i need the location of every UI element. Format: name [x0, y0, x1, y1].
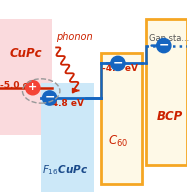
Text: −: −: [159, 39, 169, 52]
Text: −: −: [44, 91, 55, 104]
Text: phonon: phonon: [56, 32, 93, 42]
Text: $F_{16}$CuPc: $F_{16}$CuPc: [42, 163, 88, 177]
Circle shape: [111, 56, 125, 71]
Bar: [0, 19, 52, 135]
Text: Gap sta...: Gap sta...: [149, 34, 189, 43]
Text: -4.3 eV: -4.3 eV: [102, 64, 138, 73]
Text: -4.8 eV: -4.8 eV: [48, 99, 84, 108]
Text: −: −: [113, 56, 123, 69]
Text: +: +: [28, 82, 37, 92]
Text: BCP: BCP: [157, 111, 183, 123]
Text: CuPc: CuPc: [9, 47, 42, 60]
Text: $C_{60}$: $C_{60}$: [108, 134, 128, 149]
Bar: [146, 19, 187, 165]
Circle shape: [26, 81, 40, 95]
Text: -5.0 eV: -5.0 eV: [0, 81, 36, 90]
Bar: [41, 83, 93, 191]
Circle shape: [157, 38, 171, 53]
Circle shape: [43, 91, 57, 105]
Bar: [101, 53, 142, 184]
